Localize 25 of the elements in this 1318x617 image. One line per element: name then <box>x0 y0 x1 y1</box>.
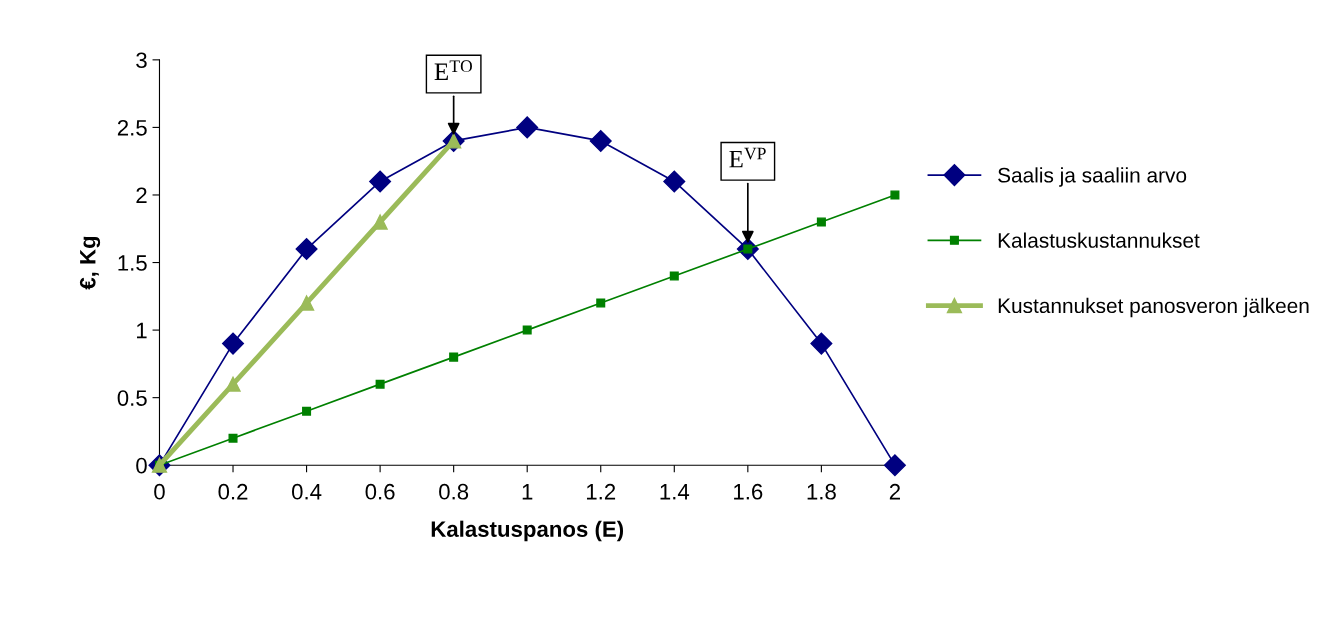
x-tick-label: 1.6 <box>734 483 763 500</box>
x-tick-label: 1.2 <box>586 483 616 500</box>
legend-label: Kustannukset panosveron jälkeen <box>998 297 1309 318</box>
y-tick-label: 2 <box>136 187 147 204</box>
x-tick-label: 1.4 <box>660 484 690 500</box>
x-tick-label: 0.8 <box>439 483 469 500</box>
y-tick-label: 0 <box>136 457 147 474</box>
x-tick-label: 1 <box>522 484 533 500</box>
annotation: E$^{TO}$ <box>434 60 472 80</box>
y-tick-label: 3 <box>136 52 147 69</box>
y-axis-title: €, Kg <box>79 236 101 290</box>
x-tick-label: 1.8 <box>807 483 836 500</box>
legend-label: Saalis ja saaliin arvo <box>998 167 1187 187</box>
x-tick-label: 0.4 <box>291 483 322 500</box>
x-tick-label: 0.2 <box>218 483 248 500</box>
y-tick-label: 1.5 <box>118 255 147 271</box>
annotation: E$^{VP}$ <box>729 147 766 168</box>
y-tick-label: 0.5 <box>117 390 147 406</box>
x-tick-label: 0.6 <box>365 483 395 500</box>
x-tick-label: 0 <box>154 483 165 500</box>
legend-label: Kalastuskustannukset <box>998 232 1200 248</box>
x-axis-title: Kalastuspanos (E) <box>431 520 624 542</box>
x-tick-label: 2 <box>889 483 900 500</box>
y-tick-label: 1 <box>137 322 147 339</box>
y-tick-label: 2.5 <box>117 119 147 136</box>
